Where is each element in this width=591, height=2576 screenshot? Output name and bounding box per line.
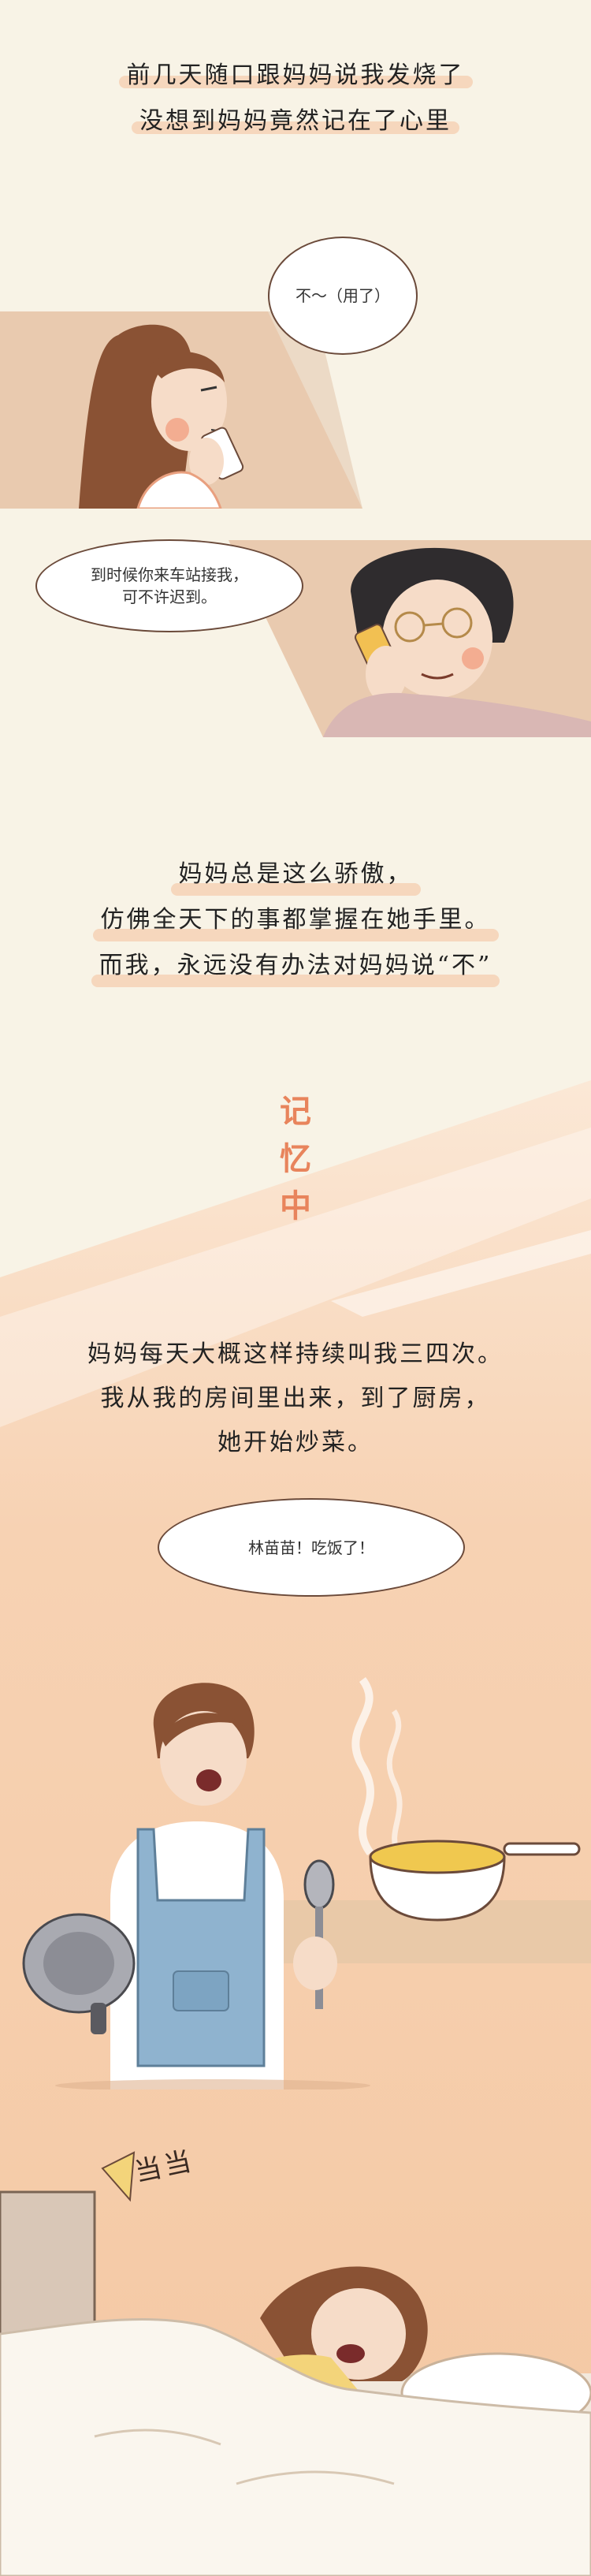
mom-bubble-line-1: 到时候你来车站接我， (91, 565, 248, 584)
narration-2-line-1: 妈妈每天大概这样持续叫我三四次。 (80, 1333, 511, 1377)
panel-mom-phone: 到时候你来车站接我， 可不许迟到。 (0, 539, 591, 737)
intro-line-2: 没想到妈妈竟然记在了心里 (132, 101, 459, 136)
memory-gradient (0, 1080, 591, 2576)
panel-mom-cooking: 林苗苗！吃饭了！ (0, 1498, 591, 2129)
memory-title-char-1: 记 (280, 1093, 311, 1130)
mom-bubble-line-2: 可不许迟到。 (122, 587, 217, 606)
intro-line-1: 前几天随口跟妈妈说我发烧了 (118, 55, 473, 90)
memory-background (0, 1017, 591, 2576)
panel-daughter-bed: 当当 (0, 2121, 591, 2576)
cooking-speech-bubble: 林苗苗！吃饭了！ (158, 1498, 465, 1597)
cooking-illustration (22, 1677, 591, 2090)
daughter-bubble-text: 不～（用了） (296, 286, 390, 305)
narration-1-line-3: 而我，永远没有办法对妈妈说“不” (91, 943, 500, 989)
daughter-speech-bubble: 不～（用了） (268, 237, 418, 355)
narration-2: 妈妈每天大概这样持续叫我三四次。 我从我的房间里出来，到了厨房， 她开始炒菜。 (0, 1333, 591, 1465)
narration-1: 妈妈总是这么骄傲， 仿佛全天下的事都掌握在她手里。 而我，永远没有办法对妈妈说“… (0, 852, 591, 989)
narration-1-line-2: 仿佛全天下的事都掌握在她手里。 (92, 897, 499, 943)
mom-illustration (229, 540, 591, 737)
narration-1-line-1: 妈妈总是这么骄傲， (170, 852, 421, 897)
cooking-bubble-text: 林苗苗！吃饭了！ (248, 1538, 374, 1557)
narration-2-line-2: 我从我的房间里出来，到了厨房， (92, 1377, 499, 1421)
memory-title-char-3: 中 (280, 1187, 311, 1225)
intro-caption: 前几天随口跟妈妈说我发烧了 没想到妈妈竟然记在了心里 (0, 55, 591, 136)
memory-title: 记 忆 中 (276, 1088, 315, 1230)
narration-2-line-3: 她开始炒菜。 (210, 1421, 381, 1465)
mom-speech-bubble: 到时候你来车站接我， 可不许迟到。 (35, 539, 303, 632)
bed-illustration (0, 2151, 591, 2576)
daughter-illustration (0, 311, 362, 509)
panel-daughter-phone: 不～（用了） (0, 237, 591, 509)
memory-title-char-2: 忆 (280, 1140, 311, 1177)
